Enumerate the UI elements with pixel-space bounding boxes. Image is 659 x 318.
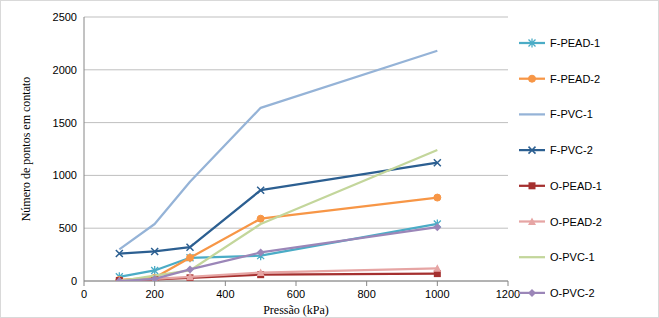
x-tick-label: 800 xyxy=(357,288,375,300)
legend-label: O-PEAD-1 xyxy=(550,180,602,192)
point-marker xyxy=(116,250,123,257)
point-marker xyxy=(187,244,194,251)
legend: F-PEAD-1 F-PEAD-2 F-PVC-1 F-PVC-2 O-PEAD-1 O-… xyxy=(519,37,602,299)
legend-label: O-PEAD-2 xyxy=(550,216,602,228)
y-tick-label: 1000 xyxy=(53,169,77,181)
point-marker xyxy=(433,264,441,272)
series-line xyxy=(119,227,437,281)
legend-marker xyxy=(528,218,536,226)
point-marker xyxy=(257,269,265,277)
x-tick xyxy=(154,281,155,286)
y-tick-label: 1500 xyxy=(53,117,77,129)
grid-line xyxy=(84,122,508,123)
point-marker xyxy=(434,159,441,166)
point-marker xyxy=(115,277,123,281)
legend-label: F-PVC-1 xyxy=(550,108,593,120)
point-marker xyxy=(151,275,159,281)
point-marker xyxy=(433,223,441,231)
y-tick-label: 2500 xyxy=(53,11,77,23)
legend-marker xyxy=(529,147,536,154)
point-marker xyxy=(257,215,264,222)
plot-area xyxy=(115,51,441,281)
y-tick-label: 0 xyxy=(71,275,77,287)
point-marker xyxy=(257,248,265,256)
point-marker xyxy=(186,273,194,281)
x-axis-title: Pressão (kPa) xyxy=(263,303,329,317)
x-tick-label: 400 xyxy=(216,288,234,300)
point-marker xyxy=(187,253,194,262)
point-marker xyxy=(151,266,158,275)
chart: 0 500 1000 1500 2000 2500 0 200 400 600 800 1000 120… xyxy=(0,0,659,318)
series-line xyxy=(119,51,437,250)
x-tick xyxy=(366,281,367,286)
y-tick-label: 500 xyxy=(59,222,77,234)
legend-label: F-PVC-2 xyxy=(550,144,593,156)
legend-marker xyxy=(529,182,536,189)
chart-border xyxy=(1,1,659,318)
legend-label: O-PVC-2 xyxy=(550,287,595,299)
x-tick xyxy=(225,281,226,286)
legend-marker xyxy=(529,75,536,82)
x-tick-label: 200 xyxy=(145,288,163,300)
legend-label: F-PEAD-1 xyxy=(550,37,600,49)
series-line xyxy=(119,150,437,281)
point-marker xyxy=(434,194,441,201)
point-marker xyxy=(151,248,158,255)
y-tick-label: 2000 xyxy=(53,64,77,76)
legend-label: F-PEAD-2 xyxy=(550,73,600,85)
x-tick xyxy=(84,281,85,286)
legend-line xyxy=(519,256,545,258)
grid-line xyxy=(84,69,508,70)
legend-label: O-PVC-1 xyxy=(550,251,595,263)
x-tick-label: 600 xyxy=(287,288,305,300)
grid-line xyxy=(84,17,508,18)
grid-line xyxy=(84,175,508,176)
legend-marker xyxy=(529,39,536,48)
point-marker xyxy=(257,187,264,194)
series-line xyxy=(119,163,437,254)
x-tick xyxy=(437,281,438,286)
x-tick-label: 0 xyxy=(81,288,87,300)
legend-marker xyxy=(528,289,536,297)
y-axis-title: Número de pontos em contato xyxy=(19,77,33,222)
x-tick xyxy=(508,281,509,286)
point-marker xyxy=(186,265,194,273)
x-tick xyxy=(296,281,297,286)
x-tick-label: 1200 xyxy=(496,288,520,300)
x-tick-label: 1000 xyxy=(425,288,449,300)
legend-line xyxy=(519,113,545,115)
y-axis xyxy=(84,17,85,281)
point-marker xyxy=(187,254,194,261)
